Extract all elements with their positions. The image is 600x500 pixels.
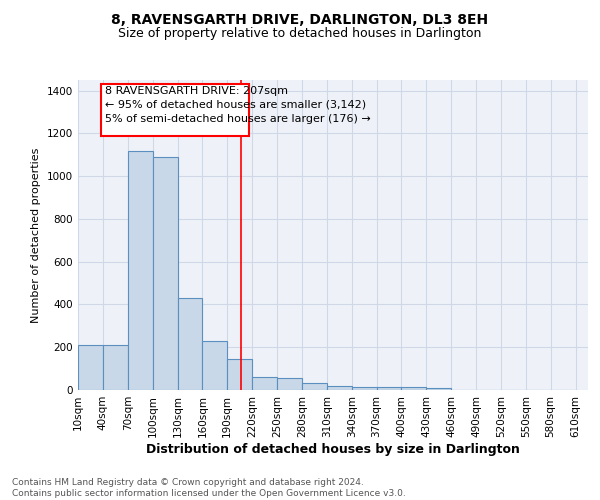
Bar: [277, 378, 302, 390]
Bar: [227, 359, 252, 390]
Bar: [426, 388, 451, 390]
Text: Distribution of detached houses by size in Darlington: Distribution of detached houses by size …: [146, 442, 520, 456]
Bar: [302, 382, 327, 390]
Bar: [103, 345, 128, 390]
Bar: [178, 298, 202, 390]
Bar: [101, 84, 249, 136]
Y-axis label: Number of detached properties: Number of detached properties: [31, 148, 41, 322]
Bar: [202, 341, 227, 390]
Bar: [327, 386, 352, 390]
Bar: [401, 387, 426, 390]
Bar: [252, 377, 277, 390]
Bar: [352, 387, 377, 390]
Text: 8 RAVENSGARTH DRIVE: 207sqm
← 95% of detached houses are smaller (3,142)
5% of s: 8 RAVENSGARTH DRIVE: 207sqm ← 95% of det…: [104, 86, 370, 124]
Bar: [377, 387, 401, 390]
Text: Contains HM Land Registry data © Crown copyright and database right 2024.
Contai: Contains HM Land Registry data © Crown c…: [12, 478, 406, 498]
Bar: [78, 345, 103, 390]
Bar: [128, 150, 152, 390]
Text: Size of property relative to detached houses in Darlington: Size of property relative to detached ho…: [118, 28, 482, 40]
Text: 8, RAVENSGARTH DRIVE, DARLINGTON, DL3 8EH: 8, RAVENSGARTH DRIVE, DARLINGTON, DL3 8E…: [112, 12, 488, 26]
Bar: [152, 157, 178, 390]
